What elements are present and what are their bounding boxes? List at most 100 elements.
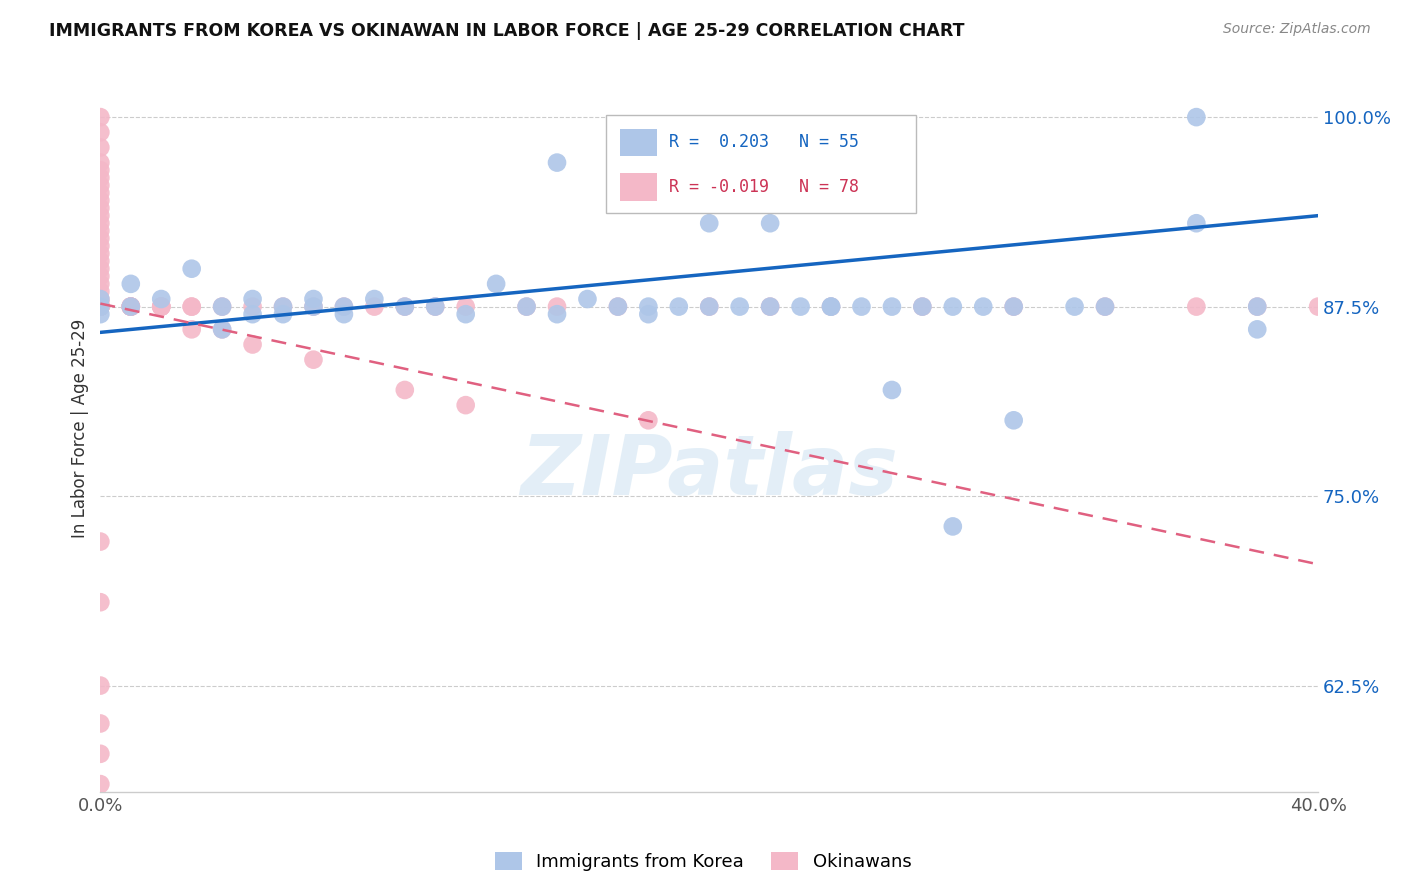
Point bbox=[880, 383, 903, 397]
Point bbox=[89, 300, 111, 314]
Point bbox=[89, 231, 111, 245]
Point bbox=[211, 322, 233, 336]
Point bbox=[1002, 300, 1025, 314]
Point bbox=[89, 300, 111, 314]
Point bbox=[1246, 322, 1268, 336]
Point bbox=[851, 155, 873, 169]
Point bbox=[271, 300, 294, 314]
Point bbox=[759, 300, 782, 314]
Point bbox=[211, 300, 233, 314]
Point bbox=[394, 383, 416, 397]
Point bbox=[942, 300, 965, 314]
Point bbox=[89, 216, 111, 230]
Point bbox=[89, 224, 111, 238]
Point bbox=[1185, 216, 1208, 230]
Point bbox=[89, 300, 111, 314]
Point bbox=[211, 322, 233, 336]
Bar bbox=[620, 173, 657, 201]
Point bbox=[972, 300, 994, 314]
Y-axis label: In Labor Force | Age 25-29: In Labor Force | Age 25-29 bbox=[72, 318, 89, 538]
Point bbox=[150, 300, 173, 314]
Point bbox=[89, 300, 111, 314]
Point bbox=[1002, 300, 1025, 314]
Point bbox=[89, 186, 111, 200]
Point bbox=[242, 337, 264, 351]
Point bbox=[1002, 413, 1025, 427]
Point bbox=[150, 292, 173, 306]
Point bbox=[89, 534, 111, 549]
Point bbox=[425, 300, 447, 314]
Point bbox=[697, 300, 720, 314]
Point bbox=[1185, 300, 1208, 314]
Point bbox=[242, 292, 264, 306]
Point bbox=[668, 300, 690, 314]
Point bbox=[89, 261, 111, 276]
Point bbox=[180, 261, 202, 276]
Point bbox=[697, 300, 720, 314]
Point bbox=[89, 300, 111, 314]
Point bbox=[454, 300, 477, 314]
Point bbox=[1246, 300, 1268, 314]
Point bbox=[180, 300, 202, 314]
Point bbox=[120, 277, 142, 291]
Point bbox=[242, 300, 264, 314]
Point bbox=[516, 300, 538, 314]
Point bbox=[89, 292, 111, 306]
Text: Source: ZipAtlas.com: Source: ZipAtlas.com bbox=[1223, 22, 1371, 37]
FancyBboxPatch shape bbox=[606, 115, 917, 213]
Point bbox=[546, 307, 568, 321]
Text: IMMIGRANTS FROM KOREA VS OKINAWAN IN LABOR FORCE | AGE 25-29 CORRELATION CHART: IMMIGRANTS FROM KOREA VS OKINAWAN IN LAB… bbox=[49, 22, 965, 40]
Point bbox=[333, 300, 356, 314]
Point bbox=[89, 194, 111, 208]
Point bbox=[394, 300, 416, 314]
Legend: Immigrants from Korea, Okinawans: Immigrants from Korea, Okinawans bbox=[488, 845, 918, 879]
Point bbox=[454, 307, 477, 321]
Point bbox=[150, 300, 173, 314]
Point bbox=[546, 300, 568, 314]
Point bbox=[89, 110, 111, 124]
Point bbox=[120, 300, 142, 314]
Bar bbox=[620, 128, 657, 156]
Point bbox=[89, 178, 111, 193]
Point bbox=[1308, 300, 1330, 314]
Point bbox=[242, 307, 264, 321]
Point bbox=[89, 679, 111, 693]
Point bbox=[89, 201, 111, 215]
Point bbox=[759, 300, 782, 314]
Point bbox=[880, 300, 903, 314]
Point bbox=[89, 300, 111, 314]
Point bbox=[516, 300, 538, 314]
Point bbox=[271, 307, 294, 321]
Point bbox=[89, 295, 111, 310]
Point bbox=[911, 300, 934, 314]
Point bbox=[606, 300, 628, 314]
Point bbox=[302, 352, 325, 367]
Point bbox=[759, 186, 782, 200]
Point bbox=[1094, 300, 1116, 314]
Text: ZIPatlas: ZIPatlas bbox=[520, 431, 898, 512]
Point bbox=[637, 300, 659, 314]
Point bbox=[180, 300, 202, 314]
Point bbox=[89, 300, 111, 314]
Point bbox=[363, 292, 385, 306]
Point bbox=[89, 777, 111, 791]
Point bbox=[89, 170, 111, 185]
Point bbox=[302, 300, 325, 314]
Point bbox=[89, 155, 111, 169]
Point bbox=[911, 300, 934, 314]
Point bbox=[546, 155, 568, 169]
Point bbox=[89, 246, 111, 260]
Point bbox=[89, 269, 111, 284]
Point bbox=[942, 519, 965, 533]
Text: R = -0.019   N = 78: R = -0.019 N = 78 bbox=[669, 178, 859, 195]
Point bbox=[454, 398, 477, 412]
Point bbox=[180, 322, 202, 336]
Point bbox=[425, 300, 447, 314]
Point bbox=[333, 307, 356, 321]
Point bbox=[150, 300, 173, 314]
Point bbox=[89, 300, 111, 314]
Point bbox=[150, 300, 173, 314]
Point bbox=[637, 413, 659, 427]
Point bbox=[120, 300, 142, 314]
Point bbox=[89, 595, 111, 609]
